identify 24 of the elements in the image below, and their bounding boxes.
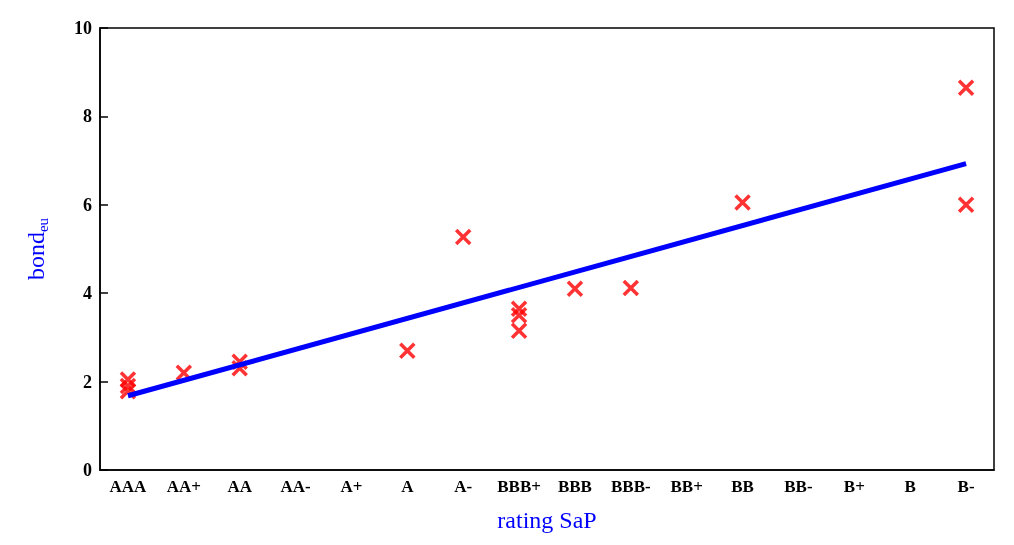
x-tick-label: BB+	[670, 477, 703, 496]
x-tick-label: AA-	[280, 477, 312, 496]
y-tick-label: 6	[83, 194, 92, 215]
y-tick-label: 0	[83, 460, 92, 480]
x-tick-label: BBB-	[610, 477, 651, 496]
x-tick-label: A+	[340, 477, 363, 496]
x-tick-label: B-	[957, 477, 975, 496]
x-tick-label: A	[401, 477, 415, 496]
y-tick-label: 2	[83, 371, 92, 392]
x-tick-label: AA+	[166, 477, 201, 496]
y-tick-label: 10	[74, 18, 92, 38]
x-tick-label: BB	[731, 477, 754, 496]
x-tick-label: AAA	[109, 477, 148, 496]
x-tick-label: BBB	[557, 477, 592, 496]
x-tick-label: B	[904, 477, 916, 496]
x-tick-label: AA	[227, 477, 253, 496]
x-axis-title: rating SaP	[497, 507, 597, 533]
x-tick-label: A-	[454, 477, 473, 496]
x-tick-label: BB-	[784, 477, 813, 496]
x-tick-label: B+	[843, 477, 865, 496]
y-axis-title: bondeu	[22, 217, 51, 281]
y-tick-label: 4	[83, 283, 92, 304]
y-tick-label: 8	[83, 106, 92, 127]
x-tick-label: BBB+	[497, 477, 541, 496]
